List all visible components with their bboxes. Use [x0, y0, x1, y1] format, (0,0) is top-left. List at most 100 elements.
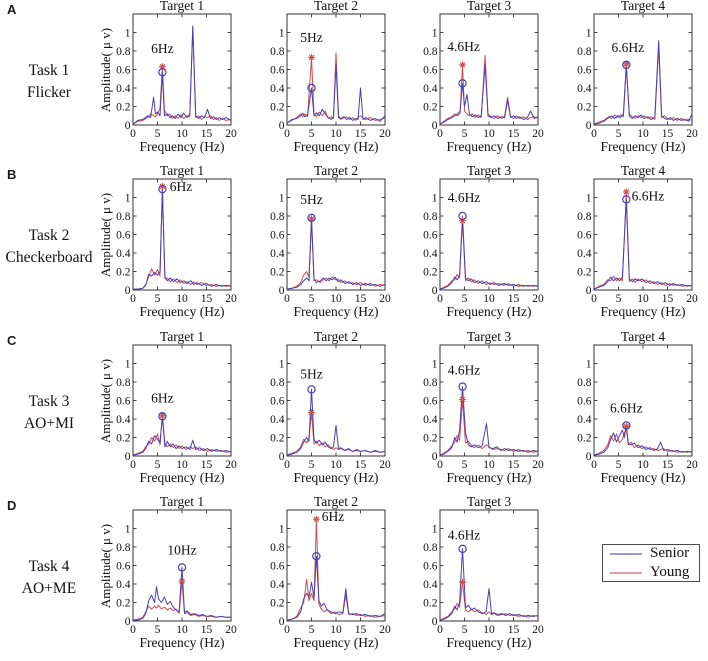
plot-title: Target 1: [160, 163, 204, 178]
young-marker-asterisk: [459, 578, 466, 586]
x-tick-label: 5: [462, 293, 468, 305]
y-tick-label: 0.4: [423, 248, 438, 260]
plot-row-D: Senior Young Target 1 0 5 10 15 20 0 0.2 0.4 0.6 0…: [116, 494, 708, 661]
row-label-D: D Task 4 AO+ME Amplitude( μ v): [0, 496, 118, 661]
plot-row-C: Target 1 0 5 10 15 20 0 0.2 0.4 0.6 0.8 1 Frequency …: [116, 329, 708, 496]
senior-marker-circle: [458, 544, 467, 554]
y-tick-label: 0.6: [577, 229, 592, 241]
legend-item-young: Young: [603, 565, 699, 580]
y-tick-label: 0.2: [116, 597, 131, 609]
y-tick-label: 0.2: [577, 432, 592, 444]
y-tick-label: 0.8: [270, 377, 285, 389]
axes-box: [132, 13, 232, 126]
plot-title: Target 1: [160, 494, 204, 509]
x-axis-label: Frequency (Hz): [600, 470, 685, 485]
task-label-2: Task 2 Checkerboard: [0, 225, 98, 269]
senior-series-line: [286, 555, 385, 621]
plot-title: Target 3: [467, 329, 511, 344]
x-tick-label: 15: [201, 459, 213, 471]
x-tick-label: 0: [437, 128, 443, 140]
x-tick-label: 20: [225, 293, 237, 305]
y-tick-label: 0.6: [423, 395, 438, 407]
y-tick-label: 0.8: [270, 46, 285, 58]
y-tick-label: 0: [278, 285, 284, 297]
x-tick-label: 5: [155, 128, 161, 140]
subplot-C-4: Target 4 0 5 10 15 20 0 0.2 0.4 0.6 0.8 1 Frequency …: [577, 329, 698, 485]
senior-marker-circle: [177, 563, 187, 572]
axes-box: [132, 344, 232, 457]
y-tick-label: 0.8: [270, 542, 285, 554]
y-tick-label: 0.4: [423, 579, 438, 591]
row-label-B: B Task 2 Checkerboard Amplitude( μ v): [0, 165, 118, 330]
x-tick-label: 10: [483, 624, 495, 636]
y-tick-label: 1: [125, 358, 131, 370]
legend: Senior Young: [602, 544, 700, 582]
peak-frequency-label: 10Hz: [167, 542, 196, 557]
y-tick-label: 0.8: [577, 46, 592, 58]
subplot-B-3: Target 3 0 5 10 15 20 0 0.2 0.4 0.6 0.8 1 Frequency …: [423, 163, 544, 319]
x-axis-label: Frequency (Hz): [139, 635, 224, 650]
y-tick-label: 0: [278, 451, 284, 463]
x-tick-label: 15: [354, 624, 366, 636]
x-tick-label: 15: [508, 128, 520, 140]
x-tick-label: 5: [615, 293, 621, 305]
young-series-line: [132, 27, 232, 125]
y-tick-label: 1: [432, 523, 438, 535]
plot-title: Target 1: [160, 329, 204, 344]
young-series-line: [132, 580, 231, 621]
x-tick-label: 15: [661, 459, 673, 471]
panel-letter-C: C: [7, 333, 17, 348]
x-tick-label: 0: [130, 459, 136, 471]
x-tick-label: 20: [225, 624, 237, 636]
x-tick-label: 10: [176, 459, 188, 471]
peak-frequency-label: 6Hz: [151, 390, 174, 405]
y-tick-label: 1: [585, 358, 591, 370]
x-tick-label: 0: [130, 624, 136, 636]
y-tick-label: 0.8: [423, 542, 438, 554]
x-tick-label: 0: [284, 293, 290, 305]
task-condition: AO+MI: [23, 415, 75, 432]
senior-marker-circle: [458, 382, 467, 391]
x-tick-label: 15: [508, 624, 520, 636]
x-tick-label: 0: [284, 624, 290, 636]
senior-marker-circle: [306, 83, 316, 93]
senior-series-line: [439, 64, 539, 125]
peak-frequency-label: 4.6Hz: [447, 39, 480, 54]
y-tick-label: 0.6: [423, 560, 438, 572]
task-name: Task 4: [28, 558, 70, 575]
senior-series-line: [593, 198, 692, 290]
peak-frequency-label: 5Hz: [300, 366, 323, 381]
x-tick-label: 20: [532, 128, 544, 140]
y-tick-label: 0.6: [423, 229, 438, 241]
y-tick-label: 0.4: [270, 414, 285, 426]
x-tick-label: 10: [330, 624, 342, 636]
senior-series-line: [286, 388, 385, 456]
x-tick-label: 5: [308, 624, 314, 636]
young-marker-asterisk: [178, 577, 186, 585]
young-series-line: [593, 427, 692, 456]
x-tick-label: 0: [130, 293, 136, 305]
y-tick-label: 0: [585, 120, 591, 132]
y-tick-label: 0.4: [116, 579, 131, 591]
senior-series-line: [286, 217, 385, 290]
peak-frequency-label: 4.6Hz: [448, 528, 481, 543]
y-tick-label: 1: [432, 27, 438, 39]
task-condition: Checkerboard: [5, 249, 93, 266]
x-tick-label: 0: [591, 293, 597, 305]
x-tick-label: 15: [661, 293, 673, 305]
subplot-A-2: Target 2 0 5 10 15 20 0 0.2 0.4 0.6 0.8 1 Frequency …: [270, 0, 391, 154]
plot-title: Target 4: [620, 163, 664, 178]
y-tick-label: 0.6: [423, 64, 438, 76]
row-label-A: A Task 1 Flicker Amplitude( μ v): [0, 0, 118, 165]
y-tick-label: 0.4: [577, 248, 592, 260]
y-tick-label: 0.2: [423, 432, 438, 444]
x-tick-label: 0: [130, 128, 136, 140]
subplot-A-4: Target 4 0 5 10 15 20 0 0.2 0.4 0.6 0.8 1 Frequency …: [577, 0, 698, 154]
x-tick-label: 15: [508, 293, 520, 305]
x-axis-label: Frequency (Hz): [446, 635, 531, 650]
x-tick-label: 20: [225, 459, 237, 471]
young-series-line: [286, 412, 385, 456]
y-tick-label: 0: [585, 451, 591, 463]
x-tick-label: 5: [155, 624, 161, 636]
senior-series-line: [132, 415, 232, 456]
